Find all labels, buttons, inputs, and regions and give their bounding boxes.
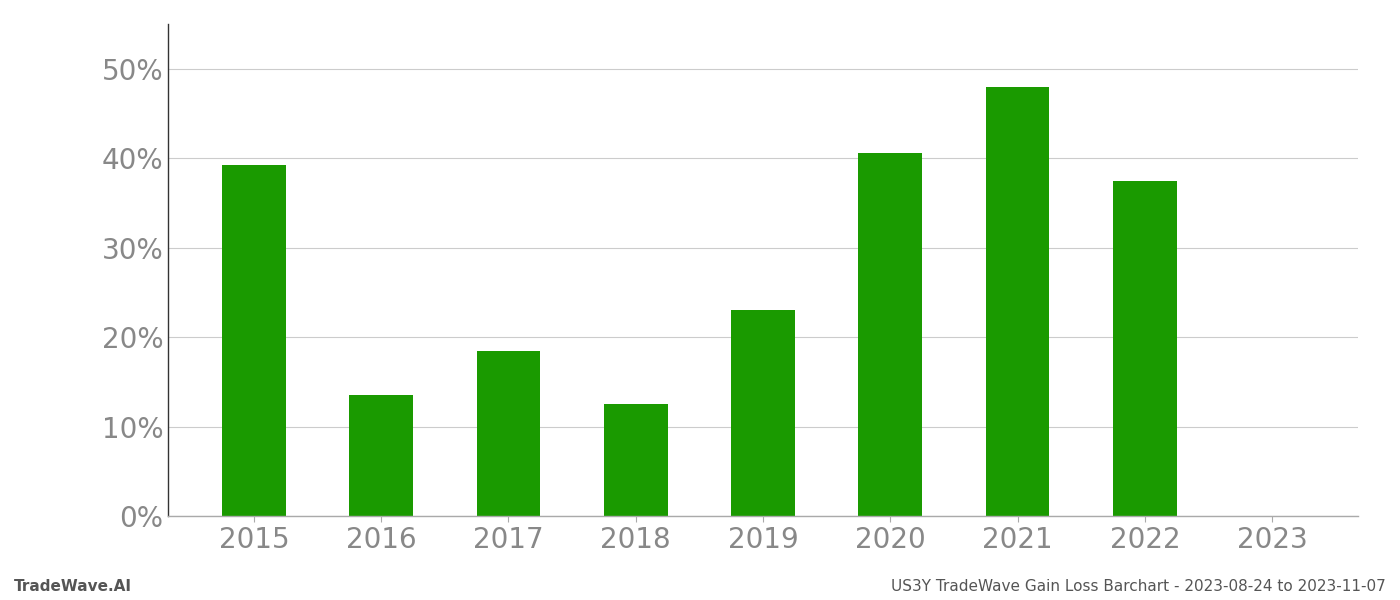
Bar bbox=[603, 404, 668, 516]
Bar bbox=[1113, 181, 1176, 516]
Text: US3Y TradeWave Gain Loss Barchart - 2023-08-24 to 2023-11-07: US3Y TradeWave Gain Loss Barchart - 2023… bbox=[892, 579, 1386, 594]
Bar bbox=[986, 86, 1050, 516]
Bar bbox=[476, 350, 540, 516]
Bar bbox=[223, 166, 286, 516]
Bar bbox=[350, 395, 413, 516]
Text: TradeWave.AI: TradeWave.AI bbox=[14, 579, 132, 594]
Bar bbox=[731, 310, 795, 516]
Bar bbox=[858, 153, 923, 516]
